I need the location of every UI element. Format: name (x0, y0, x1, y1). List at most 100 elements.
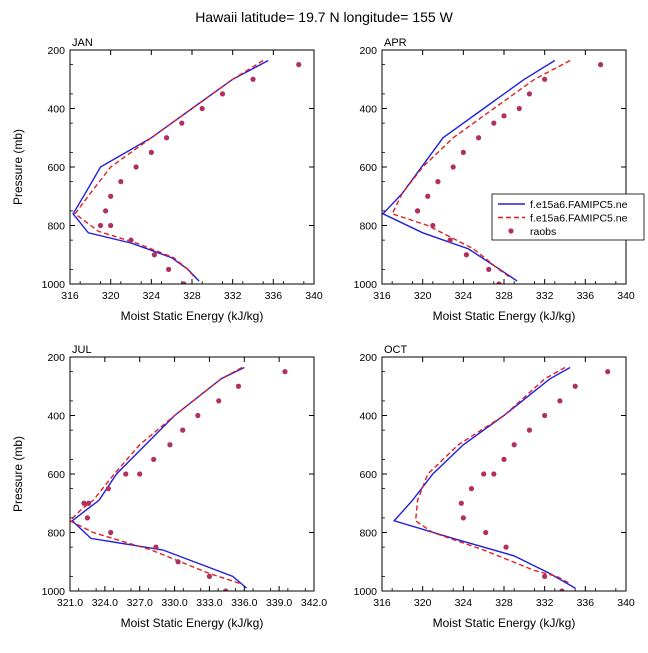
x-tick-label: 324 (455, 290, 473, 302)
series-line-solid (72, 59, 269, 282)
raobs-point (81, 500, 87, 506)
raobs-point (167, 442, 173, 448)
raobs-point (166, 266, 172, 272)
raobs-point (458, 500, 464, 506)
x-tick-label: 330.0 (161, 597, 187, 609)
plot-area (392, 366, 611, 591)
raobs-point (450, 164, 456, 170)
raobs-point (282, 369, 288, 375)
figure-title: Hawaii latitude= 19.7 N longitude= 155 W (195, 9, 453, 25)
raobs-point (503, 544, 509, 550)
raobs-point (542, 412, 548, 419)
raobs-point (163, 135, 170, 141)
raobs-point (206, 573, 213, 579)
raobs-point (605, 369, 611, 375)
raobs-point (468, 486, 475, 492)
legend-label: f.e15a6.FAMIPC5.ne (530, 213, 628, 225)
y-tick-label: 1000 (354, 586, 378, 598)
y-tick-label: 200 (47, 45, 65, 57)
x-axis-label: Moist Static Energy (kJ/kg) (121, 616, 264, 630)
plot-frame (69, 356, 315, 592)
series-line-solid (392, 366, 576, 589)
y-tick-label: 800 (47, 528, 65, 540)
y-tick-label: 400 (359, 104, 377, 116)
y-tick-label: 200 (359, 352, 377, 364)
x-tick-label: 336 (577, 290, 595, 302)
plot-frame (381, 356, 627, 592)
raobs-point (123, 471, 129, 477)
raobs-point (85, 500, 92, 506)
y-axis-label: Pressure (mb) (11, 129, 25, 205)
y-tick-label: 600 (47, 469, 65, 481)
y-tick-label: 1000 (354, 279, 378, 291)
x-tick-label: 320 (414, 597, 432, 609)
raobs-point (108, 222, 114, 229)
x-tick-label: 328 (495, 597, 513, 609)
legend-label: raobs (530, 226, 556, 238)
plot-frame (381, 49, 627, 285)
raobs-point (128, 237, 134, 243)
raobs-point (223, 588, 229, 591)
x-tick-label: 340 (617, 290, 635, 302)
panel-apr: 316 320 324 328 332 336 340 200 400 600 800 1000 APR… (354, 37, 635, 323)
x-tick-label: 339.0 (266, 597, 292, 609)
x-tick-label: 336.0 (231, 597, 257, 609)
raobs-point (572, 383, 578, 389)
x-tick-label: 324.0 (92, 597, 118, 609)
raobs-point (460, 149, 466, 155)
plot-area (72, 59, 302, 284)
raobs-point (102, 208, 109, 214)
x-tick-label: 316 (61, 290, 79, 302)
raobs-point (181, 281, 187, 284)
y-tick-label: 1000 (42, 586, 66, 598)
y-tick-label: 200 (359, 45, 377, 57)
x-tick-label: 320 (102, 290, 120, 302)
raobs-point (199, 105, 205, 112)
raobs-point (435, 179, 441, 185)
raobs-point (542, 76, 548, 82)
y-tick-label: 400 (359, 411, 377, 423)
raobs-point (153, 544, 159, 550)
legend: f.e15a6.FAMIPC5.nef.e15a6.FAMIPC5.neraob… (491, 193, 645, 241)
x-tick-label: 332 (536, 290, 554, 302)
y-tick-label: 1000 (42, 279, 66, 291)
raobs-point (84, 515, 91, 521)
x-tick-label: 316 (373, 290, 391, 302)
raobs-point (501, 113, 507, 119)
x-tick-label: 324 (455, 597, 473, 609)
panel-label: OCT (384, 344, 408, 356)
y-tick-label: 600 (47, 162, 65, 174)
raobs-point (148, 149, 154, 155)
y-tick-label: 800 (359, 528, 377, 540)
y-tick-label: 600 (359, 469, 377, 481)
x-axis-label: Moist Static Energy (kJ/kg) (433, 309, 576, 323)
x-tick-label: 327.0 (127, 597, 153, 609)
raobs-point (460, 515, 466, 521)
x-tick-label: 320 (414, 290, 432, 302)
raobs-point (151, 456, 157, 462)
raobs-point (597, 62, 604, 68)
raobs-point (475, 135, 482, 141)
x-tick-label: 324 (143, 290, 161, 302)
raobs-point (463, 252, 469, 258)
raobs-point (105, 486, 111, 492)
raobs-point (491, 471, 497, 477)
raobs-point (483, 529, 489, 536)
raobs-point (481, 471, 487, 477)
x-tick-label: 328 (183, 290, 201, 302)
panel-jan: 316 320 324 328 332 336 340 200 400 600 800 1000 JAN… (11, 37, 323, 323)
raobs-point (447, 237, 453, 243)
raobs-point (414, 208, 421, 214)
raobs-point (557, 398, 563, 404)
raobs-point (491, 120, 497, 126)
series-line-dashed (391, 59, 571, 278)
raobs-point (151, 252, 157, 258)
raobs-point (195, 412, 201, 419)
raobs-point (97, 222, 104, 229)
x-tick-label: 340 (617, 597, 635, 609)
series-line-dashed (74, 59, 264, 278)
y-tick-label: 600 (359, 162, 377, 174)
raobs-point (486, 266, 492, 272)
